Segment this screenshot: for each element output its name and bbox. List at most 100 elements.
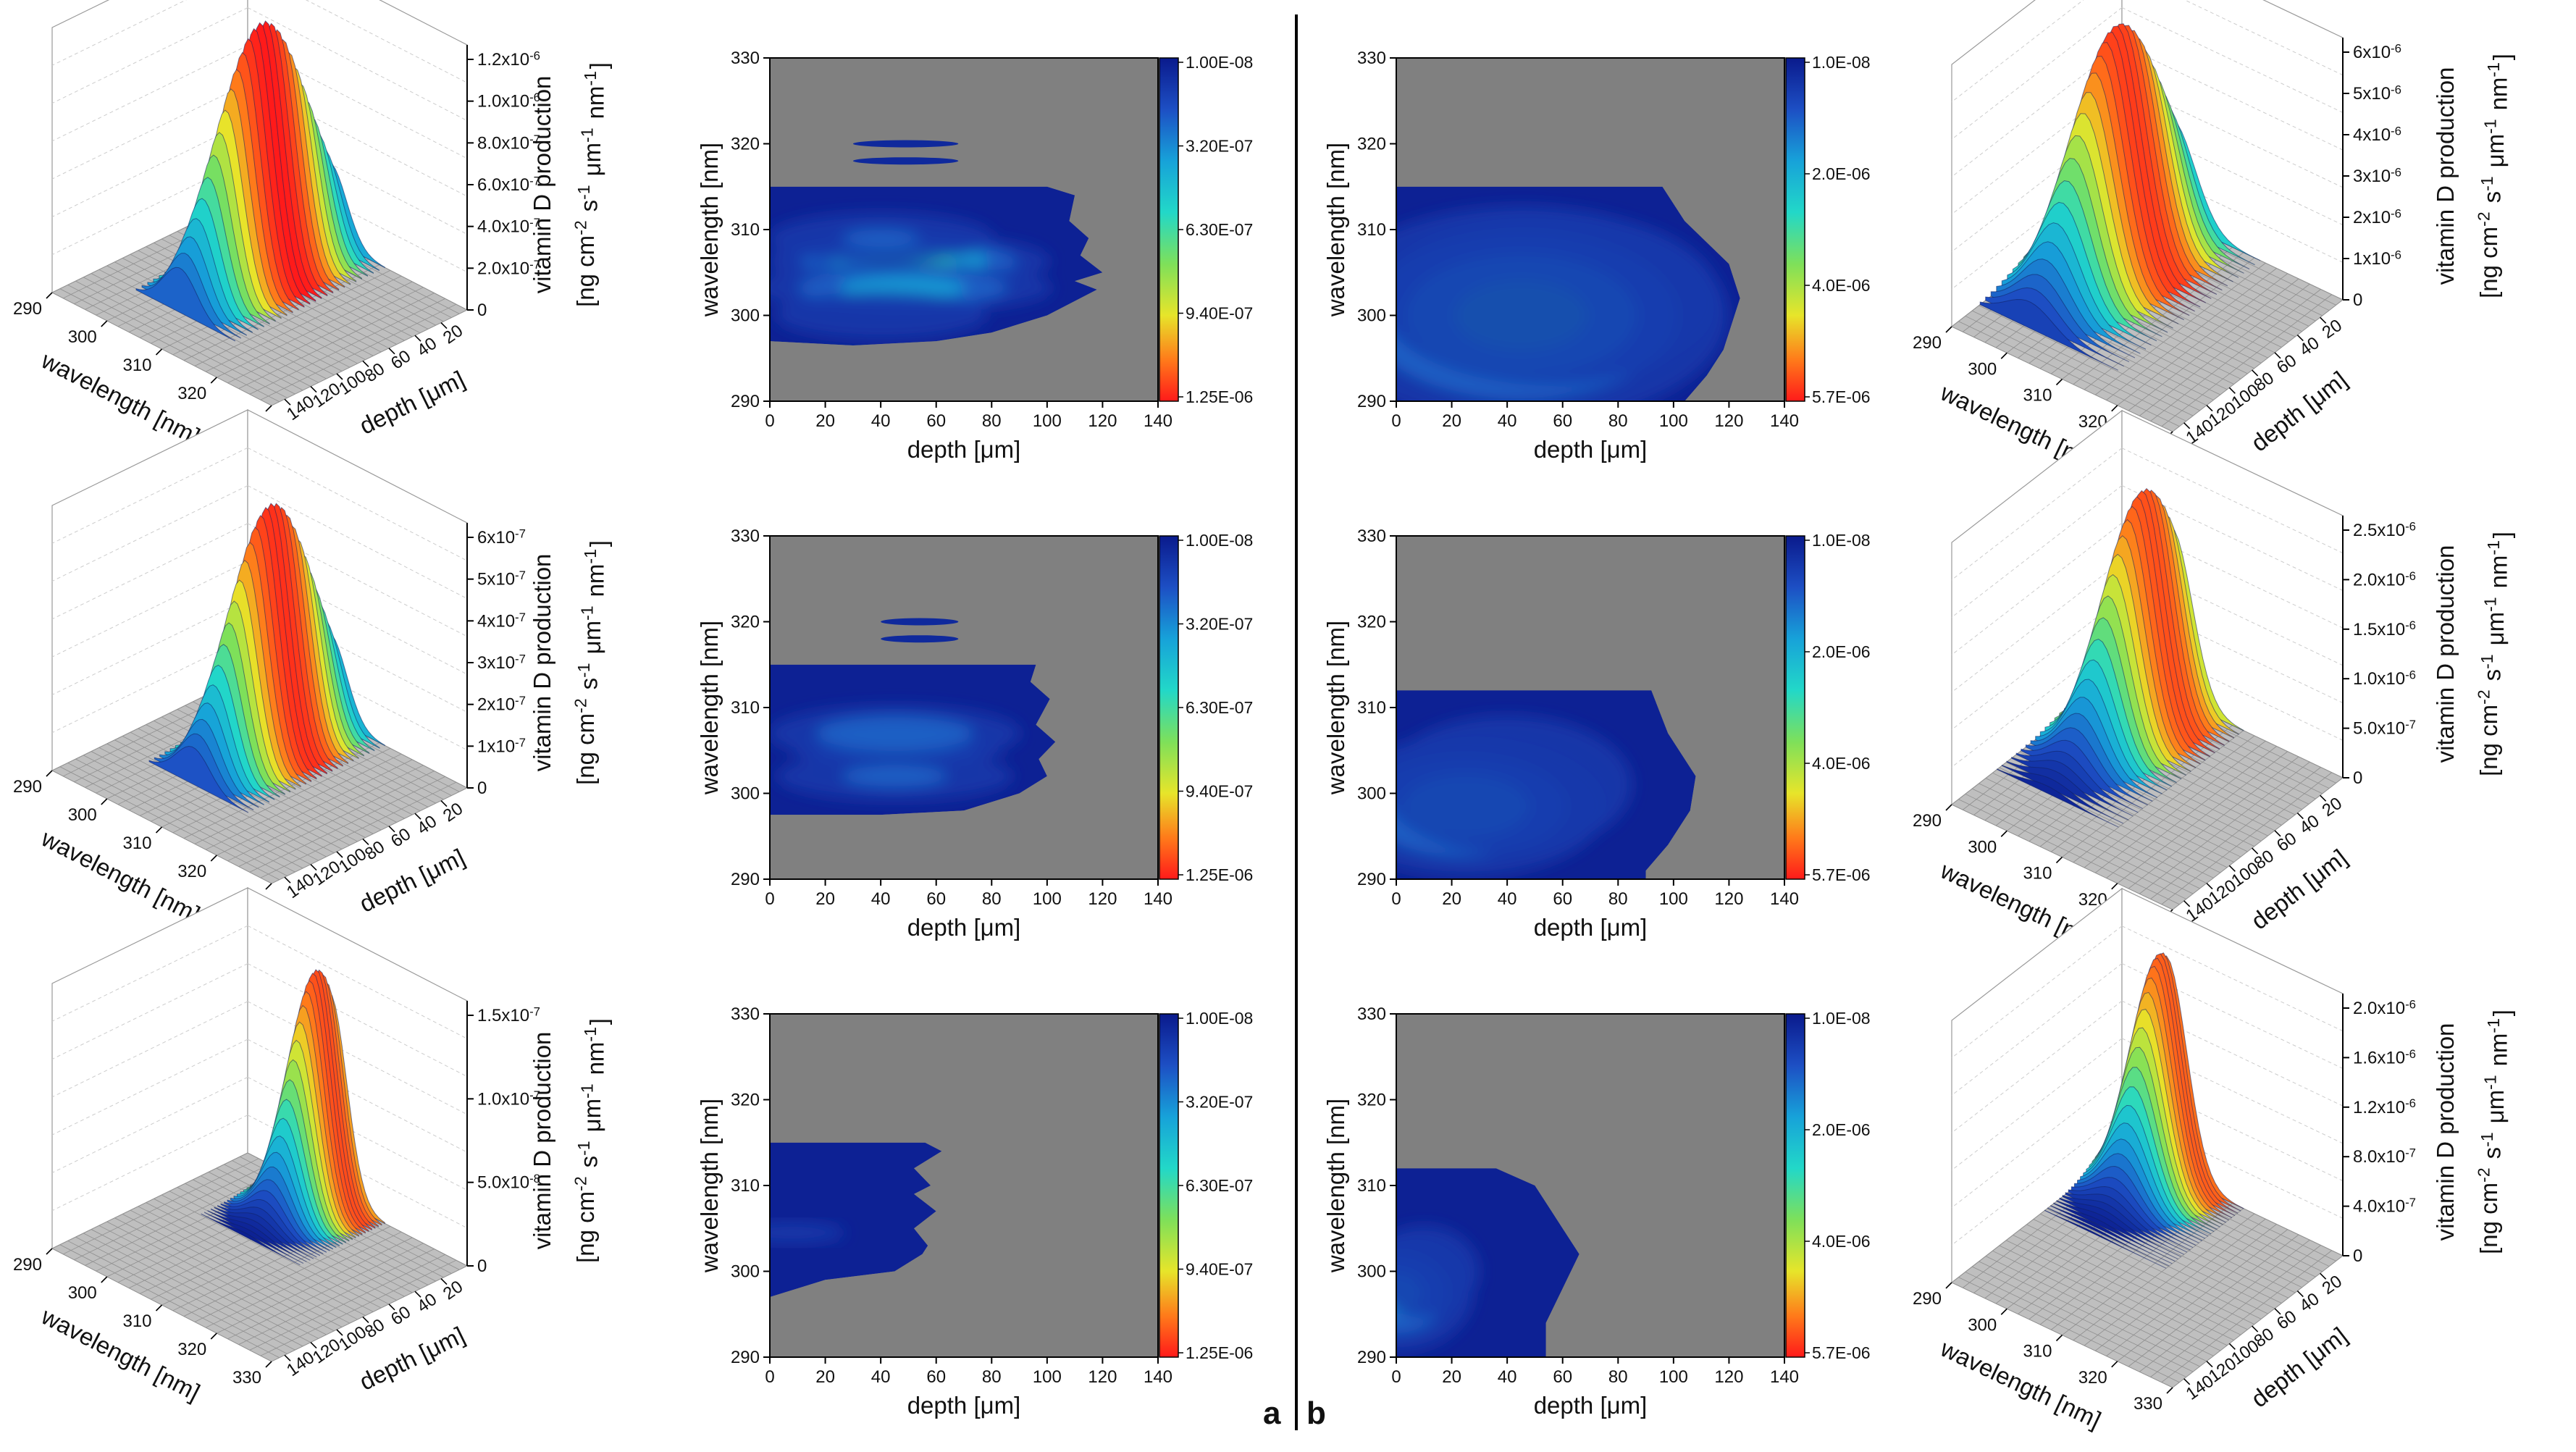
floor-wire — [2073, 730, 2244, 863]
y-tick-mark — [336, 373, 343, 380]
x-tick-label: 100 — [1659, 411, 1688, 431]
wall-gridline — [1951, 448, 2123, 581]
wall-gridline — [1951, 1000, 2123, 1133]
wall-gridline — [1951, 0, 2084, 103]
z-axis-label: vitamin D production — [529, 76, 555, 294]
z-tick-label-superscript: -6 — [529, 91, 540, 104]
floor-wire — [2117, 1229, 2288, 1362]
surface-slice — [1979, 298, 2119, 371]
heatmap-strip-1 — [881, 635, 959, 643]
floor-wire — [146, 1202, 366, 1316]
wall-gridline — [247, 963, 468, 1078]
z-axis-units-superscript: -1 — [578, 1083, 597, 1099]
x-tick-label: 310 — [2023, 386, 2052, 406]
z-tick-label-superscript: -7 — [529, 1004, 540, 1018]
x-tick-label: 320 — [177, 862, 206, 881]
z-axis-units-part: s — [2478, 669, 2505, 688]
x-tick-label: 120 — [1714, 1367, 1743, 1387]
wall-gridline — [1951, 7, 2123, 140]
x-tick-label: 300 — [68, 805, 97, 825]
floor-wire — [1979, 305, 2200, 411]
colorbar-tick-label: 2.0E-06 — [1812, 642, 1871, 661]
x-tick-label: 20 — [1442, 889, 1461, 909]
floor-wire — [2047, 1208, 2268, 1314]
y-tick-mark — [2274, 352, 2281, 359]
floor-wire — [2139, 283, 2310, 416]
x-tick-mark — [1945, 1282, 1952, 1289]
y-tick-mark — [310, 1342, 317, 1349]
z-tick-label-superscript: -6 — [2391, 124, 2401, 138]
heatmap-strip-0 — [852, 140, 959, 148]
z-tick-label-part: 1.2x10 — [2353, 1098, 2405, 1117]
x-tick-mark — [2111, 405, 2118, 412]
z-tick-label-superscript: -6 — [2391, 41, 2401, 55]
heatmap-panel-b1-map: 0 20 40 60 80 100 120 140 depth [μm] 290 300 310 320… — [1322, 49, 1871, 463]
x-tick-label: 0 — [1391, 411, 1401, 431]
floor-wire — [59, 1244, 280, 1359]
floor-wire — [67, 285, 288, 398]
z-tick-label-superscript: -7 — [529, 258, 540, 272]
colorbar-tick-label: 4.0E-06 — [1812, 276, 1871, 295]
z-tick-label-superscript: -6 — [529, 49, 540, 62]
x-tick-label: 120 — [1714, 889, 1743, 909]
colorbar-tick-label: 1.00E-08 — [1186, 1009, 1253, 1028]
x-axis-label: depth [μm] — [907, 914, 1021, 941]
heatmap-contour-4 — [775, 291, 987, 340]
z-tick-label-part: 0 — [2353, 1246, 2362, 1266]
z-tick-label-part: 1.6x10 — [2353, 1048, 2405, 1067]
floor-wire — [205, 753, 402, 850]
floor-wire — [2128, 278, 2299, 411]
y-tick-mark — [2206, 1361, 2213, 1368]
z-tick-label-superscript: -7 — [515, 736, 526, 750]
z-axis-label-part: vitamin D production — [2432, 67, 2459, 285]
z-tick-label-part — [540, 52, 542, 72]
z-tick-label: 3x10-7 — [477, 652, 527, 675]
floor-wire — [62, 1158, 259, 1255]
y-tick-label: 300 — [731, 306, 760, 326]
x-tick-label: 80 — [982, 1367, 1002, 1387]
floor-wire — [91, 1229, 311, 1343]
heatmap-strip-1 — [852, 157, 959, 165]
panel-label-b: b — [1306, 1396, 1326, 1431]
x-tick-label: 0 — [765, 411, 774, 431]
heatmap-panel-b2-map: 0 20 40 60 80 100 120 140 depth [μm] 290 300 310 320… — [1322, 526, 1871, 941]
colorbar-tick-label: 4.0E-06 — [1812, 1232, 1871, 1251]
y-tick-label: 290 — [1357, 870, 1386, 889]
floor-wire — [83, 755, 303, 869]
colorbar-tick-label: 5.7E-06 — [1812, 387, 1871, 406]
z-tick-label: 1.5x10-7 — [477, 1004, 542, 1028]
colorbar-tick-label: 1.0E-08 — [1812, 53, 1871, 72]
heatmap-body — [770, 186, 1103, 345]
z-axis-units-part: nm — [582, 1042, 608, 1082]
x-tick-label: 60 — [926, 1367, 946, 1387]
x-tick-label: 40 — [871, 411, 891, 431]
y-tick-mark — [2274, 830, 2281, 837]
heatmap-body — [770, 1142, 942, 1297]
colorbar-tick-label: 1.00E-08 — [1186, 531, 1253, 550]
floor-wire — [2128, 756, 2299, 889]
y-tick-mark — [414, 335, 421, 342]
floor-wire — [75, 1236, 295, 1351]
z-tick-label-part: 0 — [477, 301, 487, 320]
z-tick-label-part — [526, 530, 527, 550]
z-axis-units-superscript: -2 — [2475, 689, 2493, 705]
x-tick-label: 40 — [871, 889, 891, 909]
z-tick-label: 4.0x10-7 — [2353, 1196, 2417, 1219]
heatmap-hotspots — [770, 705, 1021, 801]
z-tick-label: 3x10-6 — [2353, 165, 2403, 188]
x-tick-label: 80 — [1608, 889, 1628, 909]
floor-wire — [83, 1233, 303, 1347]
x-tick-mark — [46, 1248, 53, 1255]
y-tick-mark — [2252, 1325, 2259, 1333]
z-axis-units-superscript: -1 — [2484, 62, 2503, 77]
floor-wire — [75, 758, 295, 873]
colorbar-tick-label: 9.40E-07 — [1186, 1260, 1253, 1279]
z-tick-label-superscript: -6 — [2391, 248, 2401, 261]
x-tick-label: 300 — [1968, 359, 1997, 379]
z-tick-label-part: 3x10 — [477, 653, 515, 673]
z-axis-units-part: μm — [579, 621, 605, 661]
x-tick-label: 300 — [1968, 1315, 1997, 1335]
x-tick-mark — [2000, 352, 2007, 359]
z-tick-label: 2.0x10-7 — [477, 258, 542, 281]
z-tick-label: 2x10-7 — [477, 694, 527, 717]
